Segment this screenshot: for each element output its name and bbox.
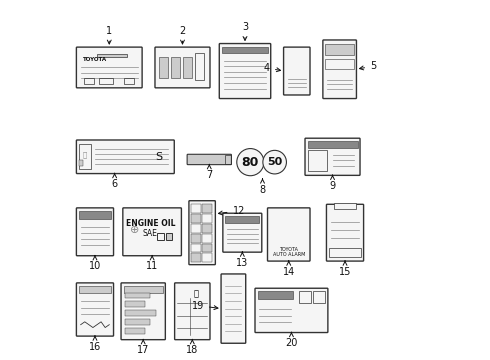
Bar (79, 286, 111, 293)
FancyBboxPatch shape (223, 213, 262, 252)
Bar (79, 144, 92, 169)
Bar (183, 57, 192, 78)
Bar (298, 291, 311, 303)
Bar (192, 253, 201, 262)
Text: 14: 14 (283, 261, 295, 277)
FancyBboxPatch shape (255, 288, 328, 333)
Text: 15: 15 (339, 261, 351, 277)
Text: 18: 18 (186, 339, 198, 355)
Bar (125, 310, 156, 316)
Text: 8: 8 (259, 179, 266, 194)
Text: TOYOTA: TOYOTA (279, 247, 298, 252)
Text: 10: 10 (89, 256, 101, 271)
Bar (192, 214, 201, 223)
Bar (123, 78, 134, 84)
Bar (334, 203, 356, 208)
FancyBboxPatch shape (155, 47, 210, 88)
Bar (225, 216, 259, 223)
Bar (202, 224, 212, 233)
Bar (97, 54, 127, 58)
Text: 12: 12 (219, 206, 245, 216)
Text: 5: 5 (360, 61, 376, 71)
Bar (79, 160, 83, 166)
Text: ⊕: ⊕ (129, 225, 139, 235)
FancyBboxPatch shape (284, 47, 310, 95)
Text: 20: 20 (285, 332, 297, 348)
FancyBboxPatch shape (221, 274, 245, 343)
Text: 50: 50 (267, 157, 282, 167)
Text: AUTO ALARM: AUTO ALARM (272, 252, 305, 257)
Text: 1: 1 (106, 26, 112, 44)
Text: 2: 2 (179, 26, 186, 44)
Bar (192, 234, 201, 243)
Text: 16: 16 (89, 336, 101, 352)
Bar (192, 244, 201, 252)
Text: ⬛: ⬛ (83, 152, 87, 158)
FancyBboxPatch shape (189, 201, 215, 265)
Bar (123, 286, 163, 293)
Bar (329, 248, 361, 257)
Bar (308, 150, 327, 171)
Bar (192, 224, 201, 233)
Text: 3: 3 (242, 22, 248, 40)
Circle shape (263, 150, 287, 174)
Bar (222, 47, 268, 53)
FancyBboxPatch shape (174, 283, 210, 340)
Text: 4: 4 (264, 63, 280, 73)
Text: 11: 11 (146, 256, 158, 271)
FancyBboxPatch shape (76, 47, 142, 88)
FancyBboxPatch shape (220, 44, 270, 99)
FancyBboxPatch shape (187, 154, 231, 165)
Text: 13: 13 (236, 252, 248, 268)
Text: 17: 17 (137, 339, 149, 355)
FancyBboxPatch shape (121, 283, 165, 340)
Bar (98, 78, 113, 84)
Bar (159, 57, 168, 78)
FancyBboxPatch shape (323, 40, 356, 99)
Circle shape (237, 149, 264, 176)
Bar (308, 141, 358, 148)
Text: 19: 19 (192, 301, 218, 311)
FancyBboxPatch shape (326, 204, 364, 261)
Bar (125, 328, 145, 334)
Text: TOYOTA: TOYOTA (82, 57, 107, 62)
Bar (202, 244, 212, 252)
Text: SAE: SAE (143, 229, 158, 238)
FancyBboxPatch shape (305, 138, 360, 175)
Bar (325, 44, 354, 55)
Text: S: S (156, 152, 163, 162)
Bar (125, 319, 150, 325)
Text: 6: 6 (112, 174, 118, 189)
Bar (84, 78, 94, 84)
Bar (202, 214, 212, 223)
Text: ENGINE OIL: ENGINE OIL (125, 220, 175, 229)
Bar (125, 293, 150, 298)
Bar (79, 211, 111, 219)
Bar (195, 53, 204, 80)
Bar (202, 234, 212, 243)
Bar (258, 291, 293, 299)
Bar (225, 155, 231, 164)
FancyBboxPatch shape (76, 140, 174, 174)
Text: 🚗: 🚗 (193, 290, 198, 299)
Bar (166, 233, 172, 240)
Text: 7: 7 (206, 165, 212, 180)
Bar (125, 301, 145, 307)
Bar (202, 253, 212, 262)
FancyBboxPatch shape (76, 208, 114, 256)
Bar (202, 204, 212, 213)
Bar (192, 204, 201, 213)
Bar (313, 291, 325, 303)
FancyBboxPatch shape (123, 208, 181, 256)
Text: 80: 80 (242, 156, 259, 168)
Text: 9: 9 (329, 175, 336, 191)
Bar (325, 59, 354, 69)
FancyBboxPatch shape (76, 283, 114, 336)
FancyBboxPatch shape (268, 208, 310, 261)
Bar (171, 57, 180, 78)
Bar (157, 233, 164, 240)
